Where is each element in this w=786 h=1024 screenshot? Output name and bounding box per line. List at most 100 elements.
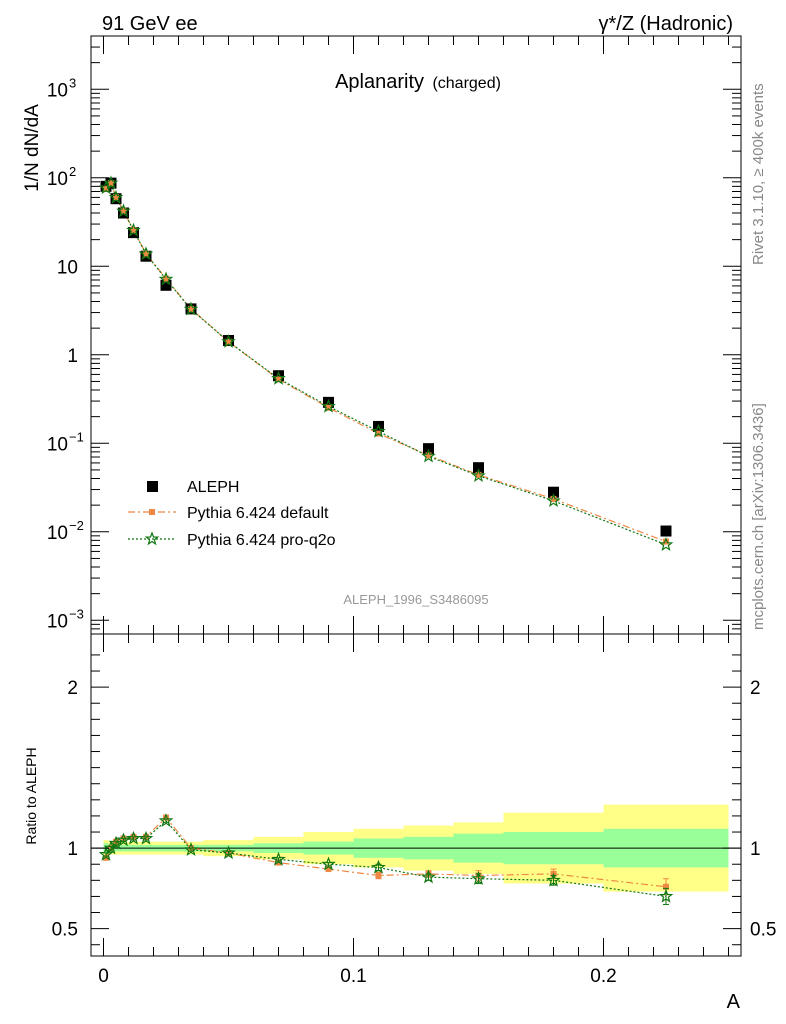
ratio-proq2o-marker xyxy=(183,841,199,856)
y-tick-exponent: −1 xyxy=(69,429,84,444)
header-right-label: γ*/Z (Hadronic) xyxy=(599,13,733,35)
proq2o-marker xyxy=(183,301,199,316)
default-marker xyxy=(425,452,432,459)
ratio-panel: 0 0.1 0.2 0.5 0.5 1 1 2 2 Ratio to ALEPH A xyxy=(23,633,776,1013)
y-tick-exponent: 3 xyxy=(69,75,76,90)
y-tick-exponent: 2 xyxy=(69,164,76,179)
default-marker xyxy=(550,495,557,502)
proq2o-marker xyxy=(116,203,131,218)
rivet-label: Rivet 3.1.10, ≥ 400k events xyxy=(750,83,767,265)
ratio-proq2o-marker xyxy=(221,845,236,860)
proq2o-marker xyxy=(221,334,236,348)
ratio-default-marker xyxy=(663,883,669,890)
ratio-default-marker xyxy=(325,866,332,873)
ratio-tick-label: 2 xyxy=(67,678,78,699)
x-tick-label: 0 xyxy=(98,966,109,987)
ratio-frame xyxy=(90,633,742,957)
aleph-marker xyxy=(473,462,484,474)
default-marker xyxy=(188,305,194,312)
default-marker xyxy=(103,185,109,192)
plot-title: Aplanarity (charged) xyxy=(335,71,501,93)
ratio-tick-label-right: 0.5 xyxy=(750,920,776,941)
proq2o-marker xyxy=(126,222,141,237)
y-tick-label: 10 xyxy=(47,611,68,632)
header-left-label: 91 GeV ee xyxy=(102,13,198,35)
ratio-proq2o-marker xyxy=(471,870,486,886)
proq2o-marker xyxy=(103,175,119,190)
ratio-proq2o-marker xyxy=(421,869,436,884)
main-line-proq2o xyxy=(105,182,667,546)
ratio-proq2o-marker xyxy=(138,830,154,845)
aleph-marker xyxy=(548,486,559,498)
aleph-marker xyxy=(660,525,672,537)
aleph-marker xyxy=(323,396,334,408)
ratio-proq2o-marker xyxy=(108,835,124,850)
proq2o-marker xyxy=(371,423,386,438)
x-axis-label: A xyxy=(727,991,741,1013)
proq2o-marker xyxy=(658,536,674,551)
ratio-tick-label-right: 1 xyxy=(750,839,761,860)
ratio-line-default xyxy=(105,816,667,888)
ratio-proq2o-marker xyxy=(126,830,141,845)
ratio-y-axis-label: Ratio to ALEPH xyxy=(23,747,39,844)
default-marker xyxy=(113,194,119,201)
legend-marker-proq2o xyxy=(144,531,160,546)
ratio-proq2o-marker xyxy=(271,851,286,866)
default-marker xyxy=(120,207,127,214)
default-marker xyxy=(130,227,137,234)
mcplots-label: mcplots.cern.ch [arXiv:1306.3436] xyxy=(750,403,767,630)
ratio-tick-label: 0.5 xyxy=(52,920,78,941)
proq2o-marker xyxy=(138,246,154,261)
ratio-proq2o-marker xyxy=(158,813,174,827)
proq2o-marker xyxy=(471,468,486,482)
default-marker xyxy=(143,250,149,257)
proq2o-marker xyxy=(421,448,436,463)
ratio-line-proq2o xyxy=(105,819,667,897)
legend-label-proq2o: Pythia 6.424 pro-q2o xyxy=(187,532,336,549)
default-marker xyxy=(275,376,282,383)
legend-marker-default xyxy=(149,509,155,515)
proq2o-marker xyxy=(546,493,561,507)
default-marker xyxy=(163,275,169,282)
legend-label-default: Pythia 6.424 default xyxy=(187,505,329,522)
y-tick-label: 10 xyxy=(47,523,68,544)
aleph-marker xyxy=(160,279,172,291)
proq2o-marker xyxy=(108,189,124,204)
ratio-proq2o-marker xyxy=(98,846,114,861)
default-marker xyxy=(325,404,332,411)
y-tick-exponent: −2 xyxy=(69,518,84,533)
y-tick-label: 1 xyxy=(67,346,78,367)
ratio-proq2o-marker xyxy=(658,888,674,903)
plot-title-sub: (charged) xyxy=(432,75,500,92)
y-tick-exponent: −3 xyxy=(69,606,84,621)
proq2o-marker xyxy=(271,370,286,385)
legend-label-aleph: ALEPH xyxy=(187,479,239,496)
proq2o-marker xyxy=(321,398,336,413)
legend-marker-aleph xyxy=(147,481,158,492)
ratio-proq2o-marker xyxy=(546,872,561,887)
x-tick-label: 0.1 xyxy=(340,966,366,987)
aleph-marker xyxy=(273,370,284,382)
ratio-proq2o-marker xyxy=(116,832,131,847)
y-tick-label: 10 xyxy=(47,434,68,455)
default-marker xyxy=(225,338,232,345)
y-tick-label: 10 xyxy=(47,169,68,190)
ratio-proq2o-marker xyxy=(371,859,386,874)
ratio-proq2o-marker xyxy=(321,856,336,871)
legend: ALEPH Pythia 6.424 default Pythia 6.424 … xyxy=(128,479,336,549)
y-axis-label: 1/N dN/dA xyxy=(22,104,43,192)
y-tick-label: 10 xyxy=(57,257,78,278)
ratio-tick-label: 1 xyxy=(67,839,78,860)
ratio-tick-label-right: 2 xyxy=(750,678,761,699)
ratio-default-marker xyxy=(163,814,169,821)
analysis-tag: ALEPH_1996_S3486095 xyxy=(343,592,488,607)
proq2o-marker xyxy=(158,271,174,286)
plot-title-main: Aplanarity xyxy=(335,71,424,93)
default-marker xyxy=(475,471,482,478)
ratio-default-marker xyxy=(375,872,382,879)
default-marker xyxy=(108,180,114,187)
y-tick-label: 10 xyxy=(47,80,68,101)
x-tick-label: 0.2 xyxy=(590,966,616,987)
